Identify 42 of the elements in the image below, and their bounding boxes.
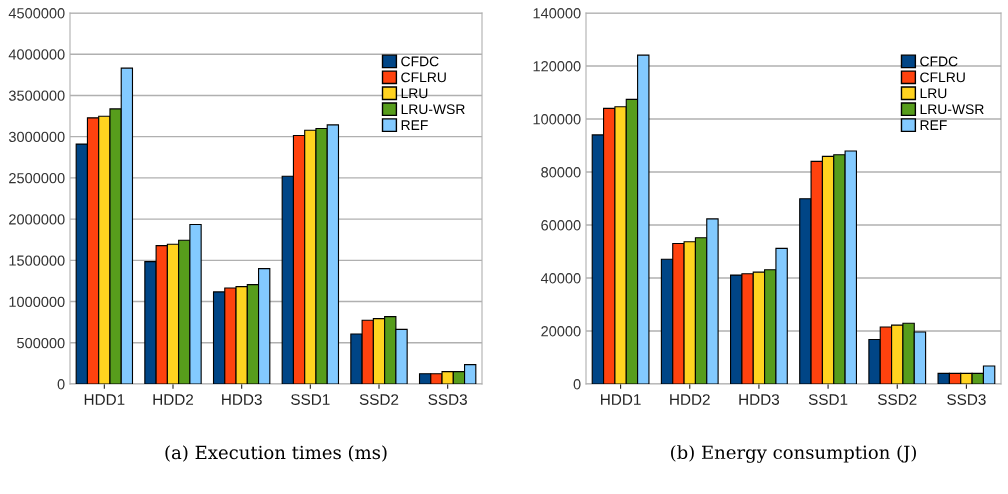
y-tick-label: 0 (57, 379, 65, 390)
x-tick-label: SSD2 (359, 394, 399, 405)
x-tick-label: HDD1 (601, 394, 641, 405)
legend-label: REF (401, 120, 428, 130)
y-tick-label: 40000 (540, 273, 581, 284)
x-tick-label: HDD2 (670, 394, 710, 405)
x-tick-label: HDD2 (153, 394, 194, 405)
text: (a) Execution times (ms) (165, 445, 387, 462)
y-tick-label: 20000 (541, 326, 581, 337)
x-tick-label: HDD3 (739, 394, 780, 405)
legend-label: LRU (401, 88, 428, 99)
text: (b) Energy consumption (J) (671, 445, 916, 463)
y-tick-label: 4000000 (8, 49, 65, 60)
x-tick-label: HDD1 (84, 394, 125, 405)
y-tick-label: 60000 (541, 220, 581, 231)
x-tick-label: SSD1 (808, 394, 848, 405)
legend-label: LRU-WSR (920, 104, 984, 115)
y-tick-label: 100000 (533, 114, 581, 125)
legend-label: CFDC (920, 56, 958, 67)
y-tick-label: 500000 (17, 337, 65, 349)
x-tick-label: HDD3 (222, 394, 262, 405)
y-tick-label: 2500000 (9, 172, 65, 184)
legend-label: LRU (920, 88, 947, 99)
y-tick-label: 80000 (541, 167, 581, 178)
y-tick-label: 2000000 (9, 214, 65, 225)
y-tick-label: 120000 (533, 61, 581, 72)
legend-label: CFLRU (401, 72, 446, 83)
y-tick-label: 3000000 (8, 131, 65, 143)
x-tick-label: SSD3 (947, 394, 986, 405)
y-tick-label: 1000000 (9, 296, 65, 307)
y-tick-label: 1500000 (9, 255, 65, 266)
y-tick-label: 3500000 (8, 90, 65, 101)
legend-label: CFDC (401, 56, 439, 67)
legend-label: CFLRU (920, 72, 965, 83)
legend-label: REF (920, 120, 947, 130)
x-tick-label: SSD1 (291, 394, 330, 405)
y-tick-label: 0 (573, 379, 581, 390)
legend-label: LRU-WSR (401, 104, 465, 115)
x-tick-label: SSD3 (428, 394, 467, 405)
y-tick-label: 4500000 (8, 8, 65, 19)
y-tick-label: 140000 (533, 8, 581, 19)
x-tick-label: SSD2 (877, 394, 917, 405)
